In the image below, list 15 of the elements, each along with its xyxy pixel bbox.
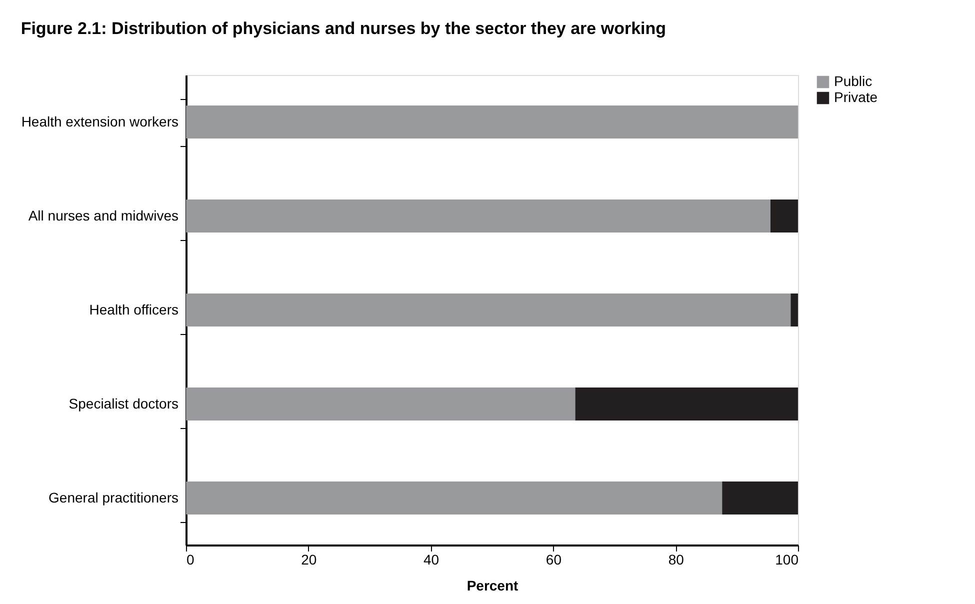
chart-title: Figure 2.1: Distribution of physicians and nurses by the sector they are working: [20, 19, 666, 38]
x-tick-label: 20: [301, 552, 317, 568]
legend-label: Public: [834, 73, 872, 89]
y-tick-label: Specialist doctors: [68, 396, 178, 412]
x-axis-title: Percent: [466, 578, 519, 594]
x-tick-label: 0: [186, 552, 194, 568]
x-tick-label: 80: [668, 552, 684, 568]
x-tick-label: 40: [424, 552, 440, 568]
legend-label: Private: [834, 89, 878, 105]
x-tick-label: 60: [546, 552, 562, 568]
y-tick-label: General practitioners: [48, 490, 178, 506]
y-tick-label: Health officers: [89, 302, 178, 318]
y-tick-label: Health extension workers: [21, 114, 178, 130]
y-tick-label: All nurses and midwives: [28, 208, 178, 224]
x-tick-label: 100: [775, 552, 799, 568]
